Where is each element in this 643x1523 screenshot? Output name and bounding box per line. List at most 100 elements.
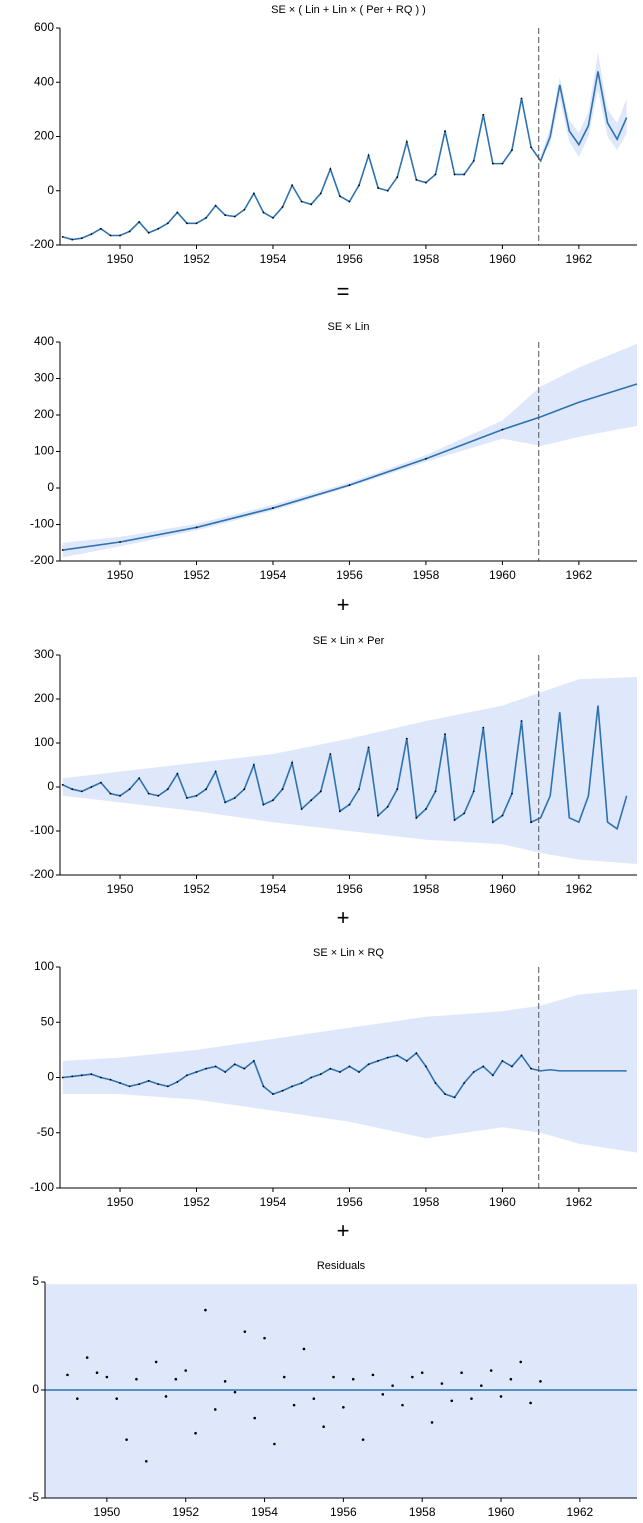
residual-point (332, 1375, 335, 1379)
data-point (233, 1063, 236, 1066)
data-point (119, 794, 121, 797)
y-tick-label: -100 (30, 1180, 54, 1194)
data-point (501, 162, 504, 165)
data-point (348, 200, 351, 203)
data-point (425, 1065, 427, 1068)
residual-point (509, 1377, 513, 1381)
residual-point (76, 1397, 79, 1400)
data-point (444, 733, 446, 736)
data-point (511, 1065, 513, 1068)
data-point (319, 1073, 322, 1076)
confidence-band (45, 1284, 637, 1498)
residual-point (174, 1377, 178, 1381)
x-tick-label: 1954 (260, 252, 287, 266)
data-point (205, 216, 207, 219)
x-tick-label: 1962 (566, 1195, 593, 1209)
x-tick-label: 1962 (566, 568, 593, 582)
data-point (90, 1073, 93, 1076)
residual-point (411, 1375, 414, 1379)
data-point (224, 1071, 227, 1073)
y-tick-label: 300 (34, 647, 54, 661)
x-tick-label: 1956 (336, 568, 363, 582)
data-point (252, 1060, 255, 1062)
data-point (147, 1079, 150, 1082)
data-point (415, 179, 418, 181)
y-tick-label: 0 (47, 480, 54, 494)
y-tick-label: 5 (32, 1274, 39, 1288)
data-point (176, 211, 179, 214)
x-tick-label: 1952 (183, 252, 210, 266)
y-tick-label: 400 (34, 334, 54, 348)
x-tick-label: 1952 (183, 1195, 210, 1209)
panel: SE × Lin × Per -200 -100 0 100 200 300 1950 1952… (30, 635, 637, 896)
data-point (300, 808, 303, 810)
plot-area (61, 52, 628, 241)
residual-point (233, 1390, 237, 1394)
residual-point (164, 1395, 168, 1398)
data-point (243, 1067, 246, 1070)
data-point (243, 788, 246, 791)
data-point (71, 238, 74, 241)
data-point (444, 1093, 446, 1095)
residual-point (539, 1380, 542, 1383)
residual-point (401, 1403, 404, 1407)
residual-point (223, 1380, 227, 1383)
panel: SE × Lin × RQ -100 -50 0 50 100 1950 1952 1954 19… (30, 947, 637, 1209)
residual-point (66, 1373, 69, 1377)
data-point (100, 1076, 102, 1079)
data-point (272, 507, 274, 509)
chart-title: SE × Lin × RQ (313, 947, 384, 959)
residual-point (460, 1371, 463, 1375)
residual-point (322, 1425, 325, 1429)
data-point (310, 1076, 313, 1079)
residual-point (273, 1442, 276, 1446)
data-point (186, 797, 188, 799)
data-point (377, 187, 380, 189)
residual-point (213, 1408, 217, 1411)
data-point (425, 181, 427, 184)
data-point (233, 215, 236, 218)
data-point (405, 141, 408, 143)
data-point (71, 1075, 74, 1078)
data-point (195, 1071, 198, 1073)
x-tick-label: 1960 (489, 568, 516, 582)
data-point (147, 231, 150, 234)
data-point (472, 790, 475, 793)
data-point (224, 801, 227, 804)
x-tick-label: 1950 (107, 882, 134, 896)
data-point (214, 1065, 217, 1068)
data-point (109, 1078, 112, 1081)
data-point (520, 97, 523, 100)
data-point (157, 227, 160, 230)
data-point (367, 746, 370, 749)
data-point (176, 1081, 179, 1083)
residual-point (282, 1375, 286, 1379)
residual-point (105, 1375, 109, 1379)
data-point (90, 786, 93, 788)
x-tick-label: 1958 (413, 252, 440, 266)
x-tick-label: 1956 (336, 882, 363, 896)
data-point (138, 777, 141, 780)
data-point (252, 764, 255, 766)
data-point (205, 1067, 207, 1070)
data-point (281, 788, 284, 791)
x-tick-label: 1958 (413, 568, 440, 582)
x-tick-label: 1950 (107, 568, 134, 582)
data-point (501, 1060, 504, 1062)
residual-point (480, 1384, 483, 1387)
y-tick-label: 0 (47, 1070, 54, 1084)
data-point (80, 237, 83, 240)
y-tick-label: 200 (34, 691, 54, 705)
chart-title: SE × Lin (328, 321, 370, 333)
data-point (281, 1089, 284, 1092)
data-point (434, 1082, 437, 1084)
data-point (252, 192, 255, 195)
data-point (195, 222, 198, 225)
data-point (109, 234, 112, 237)
x-tick-label: 1960 (489, 882, 516, 896)
data-point (386, 189, 389, 192)
data-point (195, 526, 198, 529)
x-tick-label: 1960 (489, 252, 516, 266)
data-point (472, 1071, 475, 1073)
y-tick-label: -200 (30, 867, 54, 881)
